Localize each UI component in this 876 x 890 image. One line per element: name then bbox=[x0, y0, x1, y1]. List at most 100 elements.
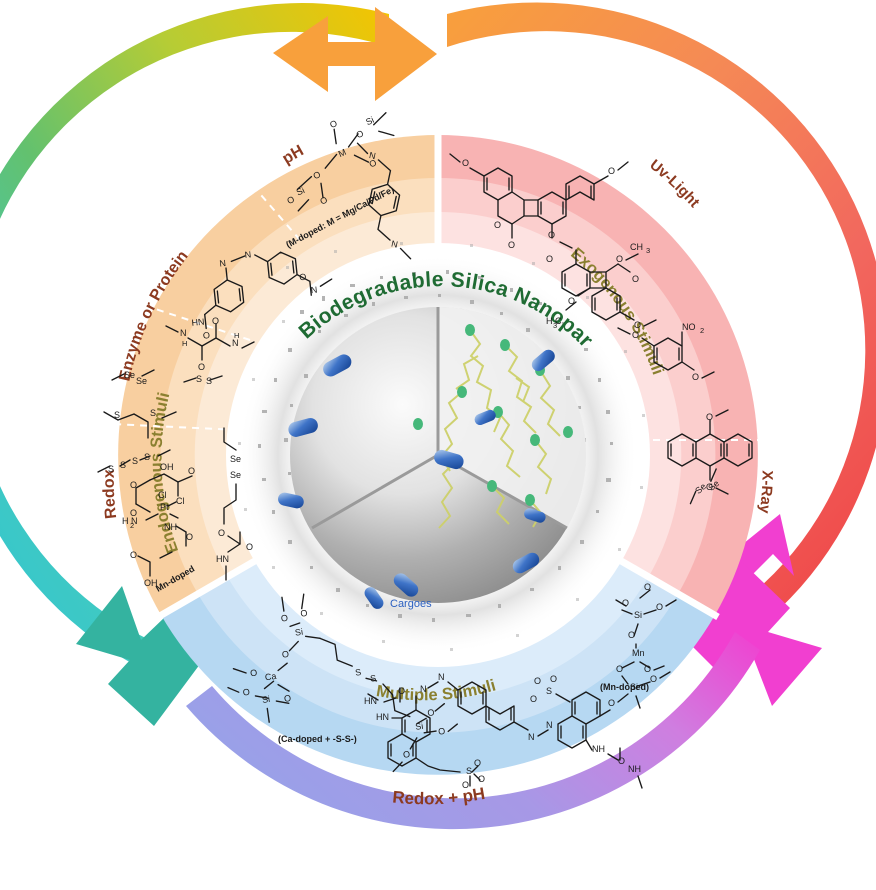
svg-text:O: O bbox=[283, 693, 291, 704]
svg-text:O: O bbox=[280, 613, 288, 624]
svg-text:N: N bbox=[310, 285, 318, 296]
svg-text:Si: Si bbox=[364, 115, 375, 127]
svg-text:H N: H N bbox=[122, 516, 138, 526]
svg-text:HN: HN bbox=[191, 317, 205, 328]
chem-multiple-group: O O Si O Ca O O Si O S S Si O O O bbox=[227, 582, 677, 790]
svg-text:Se: Se bbox=[136, 376, 147, 386]
caption-ca-doped-ss: (Ca-doped + -S-S-) bbox=[278, 734, 357, 744]
svg-text:N: N bbox=[232, 338, 239, 348]
label-redox-ph: Redox + pH bbox=[392, 784, 487, 808]
svg-text:N: N bbox=[420, 684, 427, 694]
chem-nitrobenzyl: O NO 2 O bbox=[617, 322, 715, 382]
svg-text:O: O bbox=[634, 320, 641, 330]
svg-text:OH: OH bbox=[160, 462, 174, 472]
svg-text:O: O bbox=[402, 749, 410, 760]
svg-text:O: O bbox=[212, 316, 219, 326]
label-redox: Redox bbox=[101, 469, 121, 520]
svg-text:O: O bbox=[130, 508, 137, 518]
chem-disulfide-small: S S bbox=[183, 374, 223, 386]
svg-text:O: O bbox=[616, 254, 623, 264]
svg-text:O: O bbox=[644, 664, 651, 674]
svg-text:O: O bbox=[494, 220, 501, 230]
svg-text:NO: NO bbox=[682, 322, 696, 332]
svg-text:S: S bbox=[150, 408, 156, 418]
chem-uv-group: O O O O O O O CH bbox=[449, 153, 753, 495]
svg-text:Si: Si bbox=[630, 682, 638, 692]
stimuli-subdividers bbox=[111, 149, 790, 441]
svg-text:O: O bbox=[300, 608, 308, 619]
chem-anthracene: O O bbox=[667, 409, 753, 495]
svg-text:S: S bbox=[108, 464, 114, 474]
svg-text:O: O bbox=[608, 698, 615, 708]
svg-text:NH: NH bbox=[164, 522, 177, 532]
svg-text:O: O bbox=[546, 254, 553, 264]
svg-text:O: O bbox=[534, 676, 541, 686]
chem-platinum-prodrug: OH O O O Pt Cl Cl H N 2 NH O O OH bbox=[122, 462, 195, 588]
svg-text:Se: Se bbox=[124, 370, 135, 380]
svg-text:O: O bbox=[437, 726, 445, 737]
svg-text:S: S bbox=[120, 460, 126, 470]
chem-azo-bisamide: N N HN O N O bbox=[191, 249, 333, 341]
svg-text:Si: Si bbox=[415, 721, 424, 732]
svg-text:NH: NH bbox=[628, 764, 641, 774]
svg-text:O: O bbox=[550, 674, 557, 684]
center-nanoparticle: Biodegradable Silica Nanoparticle Cargoe… bbox=[0, 0, 645, 655]
label-ph: pH bbox=[279, 142, 306, 168]
svg-text:Si: Si bbox=[295, 185, 306, 197]
svg-text:S: S bbox=[546, 686, 552, 696]
svg-text:H: H bbox=[182, 339, 187, 348]
svg-text:S: S bbox=[206, 376, 212, 386]
svg-text:S: S bbox=[144, 452, 150, 462]
svg-text:O: O bbox=[508, 240, 515, 250]
caption-mn-doped-multi: (Mn-doped) bbox=[600, 682, 649, 692]
chem-mn-doped-silicate: O O Si O O Mn O O Si O O bbox=[599, 582, 677, 717]
svg-text:O: O bbox=[319, 195, 329, 207]
svg-text:Cl: Cl bbox=[176, 496, 185, 506]
svg-text:Se: Se bbox=[230, 470, 241, 480]
svg-text:O: O bbox=[568, 296, 575, 306]
svg-text:O: O bbox=[398, 686, 405, 696]
svg-text:Mn: Mn bbox=[632, 648, 645, 658]
svg-text:O: O bbox=[644, 582, 651, 592]
svg-text:S: S bbox=[132, 456, 138, 466]
svg-text:O: O bbox=[530, 694, 537, 704]
svg-text:Pt: Pt bbox=[160, 502, 169, 512]
chem-enzyme-group: N N HN O N O O O N N H H bbox=[165, 249, 333, 372]
chem-cyclobutane-diester: O O CH 3 O O O H C 3 bbox=[546, 241, 657, 330]
svg-text:N: N bbox=[546, 720, 553, 730]
svg-text:H: H bbox=[234, 331, 239, 340]
svg-text:O: O bbox=[632, 274, 639, 284]
svg-text:3: 3 bbox=[553, 321, 557, 330]
svg-text:Se: Se bbox=[230, 454, 241, 464]
cargo-capsules bbox=[278, 349, 555, 609]
chem-ca-doped-disulfide: O O Si O Ca O O Si O S S Si O O O bbox=[227, 593, 458, 773]
svg-text:O: O bbox=[218, 528, 225, 538]
svg-text:M: M bbox=[337, 147, 348, 159]
svg-text:N: N bbox=[390, 239, 398, 250]
svg-text:O: O bbox=[299, 272, 307, 283]
svg-text:O: O bbox=[632, 330, 639, 340]
chem-diselenide-chain: Se Se O O HN bbox=[216, 427, 253, 581]
svg-text:CH: CH bbox=[630, 242, 643, 252]
svg-text:O: O bbox=[285, 194, 295, 206]
svg-text:O: O bbox=[462, 158, 469, 168]
svg-text:O: O bbox=[242, 687, 250, 698]
svg-text:O: O bbox=[202, 330, 210, 341]
svg-text:2: 2 bbox=[700, 326, 704, 335]
svg-text:O: O bbox=[628, 630, 635, 640]
svg-text:O: O bbox=[312, 169, 322, 181]
svg-text:O: O bbox=[692, 372, 699, 382]
svg-text:O: O bbox=[618, 756, 625, 766]
svg-text:O: O bbox=[130, 480, 137, 490]
svg-text:N: N bbox=[244, 249, 252, 260]
label-uv-light: Uv-Light bbox=[646, 156, 702, 211]
svg-text:Si: Si bbox=[294, 627, 303, 638]
svg-text:O: O bbox=[355, 128, 365, 140]
svg-text:O: O bbox=[246, 542, 253, 552]
svg-text:O: O bbox=[250, 667, 258, 678]
svg-text:O: O bbox=[656, 602, 663, 612]
svg-text:N: N bbox=[180, 328, 187, 338]
chem-m-doped-silicate: O M O Si O O O O Si bbox=[285, 112, 395, 212]
svg-text:O: O bbox=[368, 157, 378, 169]
